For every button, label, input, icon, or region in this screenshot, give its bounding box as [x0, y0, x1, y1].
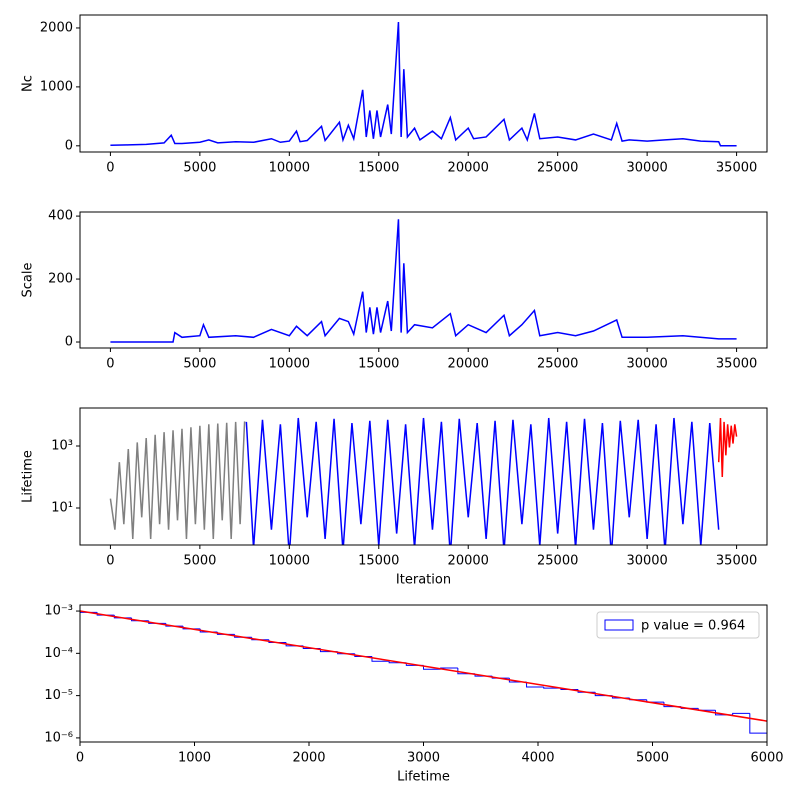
y-axis-label: Lifetime	[21, 450, 36, 503]
data-line	[245, 417, 720, 545]
data-line	[109, 421, 246, 540]
y-axis-label: Scale	[21, 263, 36, 298]
y-tick-label: 10⁻⁵	[44, 688, 73, 703]
plot-area	[80, 610, 767, 742]
x-tick-label: 5000	[183, 161, 216, 176]
axes-frame	[79, 604, 768, 743]
fit-line	[80, 610, 767, 722]
x-tick-label: 5000	[636, 751, 669, 766]
legend-label: p value = 0.964	[641, 619, 745, 634]
x-tick-label: 30000	[626, 161, 667, 176]
y-tick-label: 10⁻⁴	[44, 646, 73, 661]
data-line	[717, 417, 738, 478]
x-tick-label: 20000	[448, 357, 489, 372]
histogram-bin	[80, 611, 98, 742]
x-tick-label: 0	[106, 554, 114, 569]
x-tick-label: 15000	[358, 554, 399, 569]
x-tick-label: 25000	[537, 357, 578, 372]
x-tick-label: 15000	[358, 357, 399, 372]
x-axis-label: Lifetime	[397, 770, 450, 785]
x-tick-label: 30000	[626, 554, 667, 569]
x-tick-label: 0	[76, 751, 84, 766]
y-tick-label: 200	[48, 272, 73, 287]
x-tick-label: 20000	[448, 554, 489, 569]
x-tick-label: 0	[106, 357, 114, 372]
x-tick-label: 35000	[716, 554, 757, 569]
histogram-bin	[749, 713, 767, 742]
x-tick-label: 1000	[178, 751, 211, 766]
x-tick-label: 25000	[537, 161, 578, 176]
y-tick-label: 0	[65, 335, 73, 350]
y-tick-label: 2000	[40, 20, 73, 35]
x-tick-label: 10000	[269, 554, 310, 569]
plot-area	[109, 417, 738, 545]
x-tick-label: 5000	[183, 357, 216, 372]
y-tick-label: 1000	[40, 79, 73, 94]
y-tick-label: 0	[65, 138, 73, 153]
legend-box	[596, 611, 760, 639]
x-tick-label: 25000	[537, 554, 578, 569]
y-tick-label: 10¹	[51, 500, 73, 515]
x-tick-label: 20000	[448, 161, 489, 176]
x-tick-label: 30000	[626, 357, 667, 372]
plot-area	[110, 22, 737, 147]
x-tick-label: 5000	[183, 554, 216, 569]
histogram-bin	[543, 686, 561, 689]
y-tick-label: 400	[48, 209, 73, 224]
x-tick-label: 35000	[716, 357, 757, 372]
x-tick-label: 2000	[292, 751, 325, 766]
x-tick-label: 10000	[269, 357, 310, 372]
x-axis-label: Iteration	[396, 573, 451, 588]
x-tick-label: 4000	[521, 751, 554, 766]
y-tick-label: 10⁻³	[44, 604, 73, 619]
data-line	[110, 22, 737, 147]
histogram-bin	[526, 681, 544, 688]
x-tick-label: 3000	[407, 751, 440, 766]
axes-frame	[79, 211, 768, 349]
legend-swatch	[604, 619, 634, 631]
x-tick-label: 35000	[716, 161, 757, 176]
axes-frame	[79, 407, 768, 546]
plot-area	[110, 219, 737, 343]
y-axis-label: Nc	[21, 75, 36, 92]
histogram-bin	[732, 712, 750, 715]
x-tick-label: 15000	[358, 161, 399, 176]
x-tick-label: 6000	[750, 751, 783, 766]
y-tick-label: 10⁻⁶	[44, 730, 73, 745]
axes-frame	[79, 14, 768, 153]
y-tick-label: 10³	[51, 438, 73, 453]
x-tick-label: 10000	[269, 161, 310, 176]
x-tick-label: 0	[106, 161, 114, 176]
data-line	[110, 219, 737, 343]
